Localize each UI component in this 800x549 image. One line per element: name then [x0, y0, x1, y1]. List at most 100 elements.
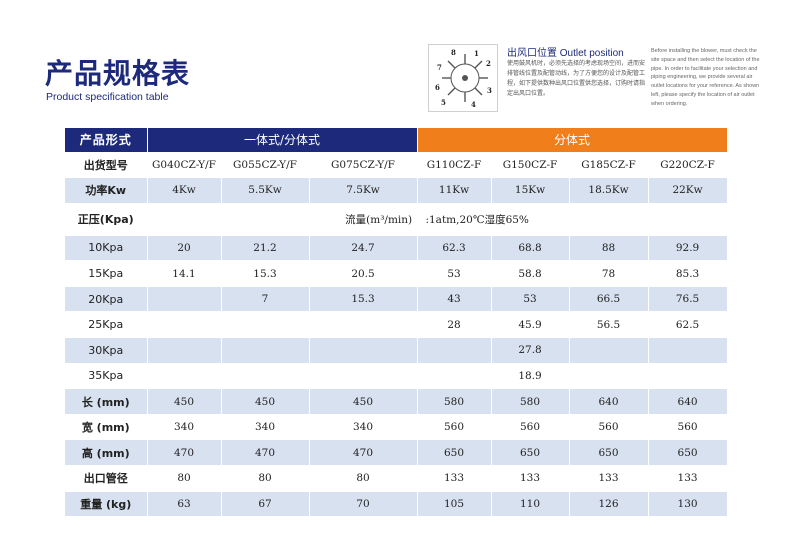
dimension-cell: 650	[491, 439, 570, 467]
flow-cell	[648, 363, 728, 390]
flow-cell	[147, 337, 222, 364]
dimension-cell: 340	[309, 414, 418, 441]
flow-cell: 14.1	[147, 260, 222, 287]
flow-cell	[147, 363, 222, 390]
flow-cell: 78	[569, 260, 649, 287]
dimension-cell: 70	[309, 491, 418, 518]
row-label: 25Kpa	[65, 311, 148, 339]
outlet-label: 2	[486, 59, 491, 68]
outlet-label: 6	[435, 83, 440, 92]
flow-cell: 15.3	[309, 286, 418, 313]
dimension-cell: 63	[147, 491, 222, 518]
dimension-row: 出口管径 80 80 80 133 133 133 133	[65, 465, 728, 492]
outlet-position-title: 出风口位置 Outlet position	[507, 48, 624, 59]
dimension-cell: 80	[147, 465, 222, 492]
outlet-label: 1	[474, 49, 479, 58]
flow-row: 20Kpa 7 15.3 43 53 66.5 76.5	[65, 286, 728, 313]
flow-cell	[569, 363, 649, 390]
row-label: 15Kpa	[65, 260, 148, 287]
flow-row: 10Kpa 20 21.2 24.7 62.3 68.8 88 92.9	[65, 235, 728, 262]
flow-cell: 58.8	[491, 260, 570, 287]
flow-cell: 15.3	[221, 260, 310, 287]
flow-cell: 68.8	[491, 235, 570, 262]
flow-cell: 92.9	[648, 235, 728, 262]
flow-cell: 53	[491, 286, 570, 313]
power-cell: 7.5Kw	[309, 177, 418, 204]
power-cell: 15Kw	[491, 177, 570, 204]
outlet-description-cn: 使用鼓风机时，必须先选择的考虑现场空间，进而安排管线位置及配管动线，为了方便您的…	[507, 60, 646, 97]
model-cell: G185CZ-F	[569, 152, 649, 179]
dimension-cell: 450	[309, 388, 418, 415]
header-label: 产品形式	[65, 128, 148, 153]
dimension-cell: 640	[569, 388, 649, 415]
flow-row: 35Kpa 18.9	[65, 363, 728, 390]
outlet-label: 3	[487, 86, 492, 95]
flow-row: 30Kpa 27.8	[65, 337, 728, 364]
dimension-cell: 650	[417, 439, 492, 467]
dimension-cell: 560	[648, 414, 728, 441]
flow-cell: 21.2	[221, 235, 310, 262]
flow-row: 25Kpa 28 45.9 56.5 62.5	[65, 311, 728, 339]
outlet-label: 8	[451, 48, 456, 57]
flow-cell: 53	[417, 260, 492, 287]
flow-cell: 85.3	[648, 260, 728, 287]
model-cell: G075CZ-Y/F	[309, 152, 418, 179]
dimension-cell: 580	[417, 388, 492, 415]
power-cell: 4Kw	[147, 177, 222, 204]
row-label: 35Kpa	[65, 363, 148, 390]
power-cell: 11Kw	[417, 177, 492, 204]
flow-cell: 76.5	[648, 286, 728, 313]
flow-cell: 28	[417, 311, 492, 339]
model-cell: G110CZ-F	[417, 152, 492, 179]
outlet-label: 7	[437, 63, 442, 72]
flow-row: 15Kpa 14.1 15.3 20.5 53 58.8 78 85.3	[65, 260, 728, 287]
flow-cell: 56.5	[569, 311, 649, 339]
dimension-cell: 450	[221, 388, 310, 415]
dimension-cell: 470	[309, 439, 418, 467]
power-cell: 5.5Kw	[221, 177, 310, 204]
flow-cell: 7	[221, 286, 310, 313]
flow-cell	[569, 337, 649, 364]
dimension-row: 长 (mm) 450 450 450 580 580 640 640	[65, 388, 728, 415]
outlet-label: 5	[441, 98, 446, 107]
power-cell: 22Kw	[648, 177, 728, 204]
row-label: 30Kpa	[65, 337, 148, 364]
flow-cell: 88	[569, 235, 649, 262]
dimension-cell: 105	[417, 491, 492, 518]
power-cell: 18.5Kw	[569, 177, 649, 204]
outlet-position-diagram: 8 1 2 7 3 6 5 4	[428, 44, 498, 112]
dimension-cell: 80	[309, 465, 418, 492]
row-label: 10Kpa	[65, 235, 148, 262]
flow-cell	[417, 337, 492, 364]
flow-cell: 62.5	[648, 311, 728, 339]
dimension-cell: 110	[491, 491, 570, 518]
dimension-cell: 340	[221, 414, 310, 441]
dimension-cell: 133	[491, 465, 570, 492]
dimension-cell: 470	[147, 439, 222, 467]
dimension-cell: 126	[569, 491, 649, 518]
row-label: 高 (mm)	[65, 439, 148, 467]
model-cell: G150CZ-F	[491, 152, 570, 179]
row-label: 长 (mm)	[65, 388, 148, 415]
dimension-cell: 450	[147, 388, 222, 415]
row-label: 出口管径	[65, 465, 148, 492]
dimension-cell: 133	[648, 465, 728, 492]
dimension-cell: 560	[417, 414, 492, 441]
header-group-split: 分体式	[417, 128, 728, 153]
spec-table: 产品形式 一体式/分体式 分体式 出货型号 G040CZ-Y/F G055CZ-…	[65, 128, 728, 518]
flow-cell: 45.9	[491, 311, 570, 339]
model-cell: G055CZ-Y/F	[221, 152, 310, 179]
flow-cell	[309, 363, 418, 390]
model-row: 出货型号 G040CZ-Y/F G055CZ-Y/F G075CZ-Y/F G1…	[65, 152, 728, 179]
flow-cell	[648, 337, 728, 364]
dimension-cell: 640	[648, 388, 728, 415]
dimension-cell: 560	[569, 414, 649, 441]
flow-cell: 43	[417, 286, 492, 313]
model-cell: G220CZ-F	[648, 152, 728, 179]
flow-cell	[221, 337, 310, 364]
dimension-cell: 560	[491, 414, 570, 441]
row-label: 出货型号	[65, 152, 148, 179]
flow-cell	[309, 311, 418, 339]
dimension-cell: 133	[417, 465, 492, 492]
dimension-cell: 133	[569, 465, 649, 492]
